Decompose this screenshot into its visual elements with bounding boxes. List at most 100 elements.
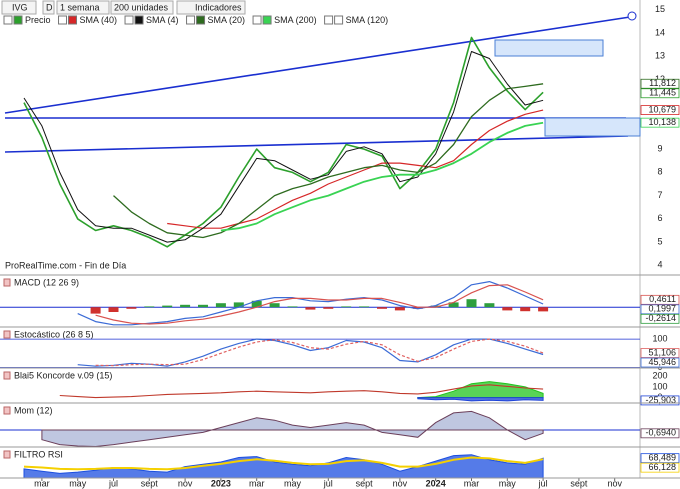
bar bbox=[108, 307, 119, 312]
x-tick-label: may bbox=[499, 478, 517, 488]
y-tick-label: 5 bbox=[657, 236, 662, 246]
value-label: 0,4611 bbox=[649, 294, 676, 304]
value-label: 68,489 bbox=[648, 453, 676, 463]
x-tick-label: 2024 bbox=[426, 478, 446, 488]
value-label: -25,903 bbox=[645, 395, 676, 405]
mode: D bbox=[46, 2, 53, 12]
mode-box[interactable] bbox=[42, 0, 55, 15]
value-label: 45,946 bbox=[648, 357, 676, 367]
area bbox=[417, 397, 544, 402]
value-label: 11,445 bbox=[649, 88, 676, 98]
trend-line bbox=[4, 135, 629, 153]
value-label-box bbox=[640, 348, 680, 358]
panel-icon bbox=[3, 278, 11, 287]
x-tick-label: nov bbox=[178, 478, 193, 488]
units: 200 unidades bbox=[114, 2, 169, 12]
y-tick-label: 200 bbox=[652, 371, 667, 381]
line bbox=[23, 51, 544, 243]
source: ProRealTime.com - Fin de Día bbox=[5, 260, 126, 270]
x-tick-label: nov bbox=[607, 478, 622, 488]
x-tick-label: 2023 bbox=[211, 478, 231, 488]
bar bbox=[251, 300, 262, 308]
x-tick-label: mar bbox=[464, 478, 480, 488]
bar bbox=[377, 307, 387, 309]
indicators-box[interactable] bbox=[176, 0, 246, 15]
legend-swatch bbox=[134, 15, 144, 25]
zone bbox=[494, 39, 604, 57]
bar bbox=[412, 307, 423, 309]
bar bbox=[341, 306, 352, 308]
panel-icon bbox=[3, 330, 11, 339]
handle bbox=[627, 11, 637, 21]
value-label-box bbox=[640, 395, 680, 406]
bar bbox=[233, 302, 244, 308]
y-tick-label: 12 bbox=[655, 74, 665, 84]
period: 1 semana bbox=[60, 2, 100, 12]
y-tick-label: 4 bbox=[657, 260, 662, 270]
line bbox=[23, 36, 544, 248]
y-tick-label: 8 bbox=[657, 167, 662, 177]
indicators: Indicadores bbox=[195, 2, 242, 12]
bar bbox=[448, 302, 459, 308]
value-label: -0,2614 bbox=[645, 313, 676, 323]
x-tick-label: mar bbox=[249, 478, 265, 488]
bar bbox=[538, 307, 549, 312]
value-label-box bbox=[640, 304, 680, 315]
bar bbox=[215, 303, 226, 308]
bar bbox=[305, 307, 316, 310]
zone bbox=[544, 117, 641, 137]
bar bbox=[180, 304, 191, 308]
value-label: 66,128 bbox=[648, 462, 676, 472]
value-label: -0,6940 bbox=[645, 428, 676, 438]
symbol-box[interactable] bbox=[1, 0, 37, 15]
x-tick-label: jul bbox=[538, 478, 548, 488]
line bbox=[77, 281, 544, 326]
panel-title: Blai5 Koncorde v.09 (15) bbox=[14, 370, 112, 380]
value-label-box bbox=[640, 88, 680, 99]
x-tick-label: nov bbox=[393, 478, 408, 488]
legend-label: SMA (4) bbox=[146, 15, 179, 25]
x-tick-label: sept bbox=[141, 478, 159, 488]
y-tick-label: 13 bbox=[655, 51, 665, 61]
x-tick-label: may bbox=[284, 478, 302, 488]
line bbox=[95, 338, 544, 367]
x-tick-label: jul bbox=[108, 478, 118, 488]
line bbox=[77, 338, 544, 367]
legend-label: Precio bbox=[25, 15, 51, 25]
bar bbox=[269, 303, 280, 308]
value-label-box bbox=[640, 105, 680, 115]
x-tick-label: mar bbox=[34, 478, 50, 488]
line bbox=[113, 83, 544, 239]
bar bbox=[287, 306, 298, 308]
value-label-box bbox=[640, 462, 680, 473]
value-label: 0,1997 bbox=[648, 304, 676, 314]
legend-checkbox bbox=[252, 15, 262, 25]
units-box[interactable] bbox=[110, 0, 174, 15]
value-label-box bbox=[640, 117, 680, 128]
legend-label: SMA (40) bbox=[80, 15, 118, 25]
trend-line bbox=[4, 16, 631, 114]
y-tick-label: 6 bbox=[657, 213, 662, 223]
period-box[interactable] bbox=[56, 0, 110, 15]
value-label: 10,138 bbox=[648, 117, 676, 127]
value-label-box bbox=[640, 357, 680, 368]
panel-title: FILTRO RSI bbox=[14, 449, 63, 459]
panel-icon bbox=[3, 406, 11, 415]
drawings bbox=[4, 11, 641, 153]
toolbar: IVG D 1 semana 200 unidades Indicadores bbox=[1, 0, 246, 15]
legend-swatch bbox=[68, 15, 78, 25]
value-label: 11,812 bbox=[649, 78, 676, 88]
area bbox=[41, 410, 544, 448]
bar bbox=[466, 299, 477, 308]
bar bbox=[162, 305, 173, 308]
value-label-box bbox=[640, 428, 680, 439]
legend-swatch bbox=[196, 15, 206, 25]
bar bbox=[323, 307, 334, 309]
legend-swatch bbox=[262, 15, 272, 25]
panel-icon bbox=[3, 371, 11, 380]
bar bbox=[484, 303, 495, 308]
legend-checkbox bbox=[58, 15, 68, 25]
legend-label: SMA (200) bbox=[274, 15, 317, 25]
